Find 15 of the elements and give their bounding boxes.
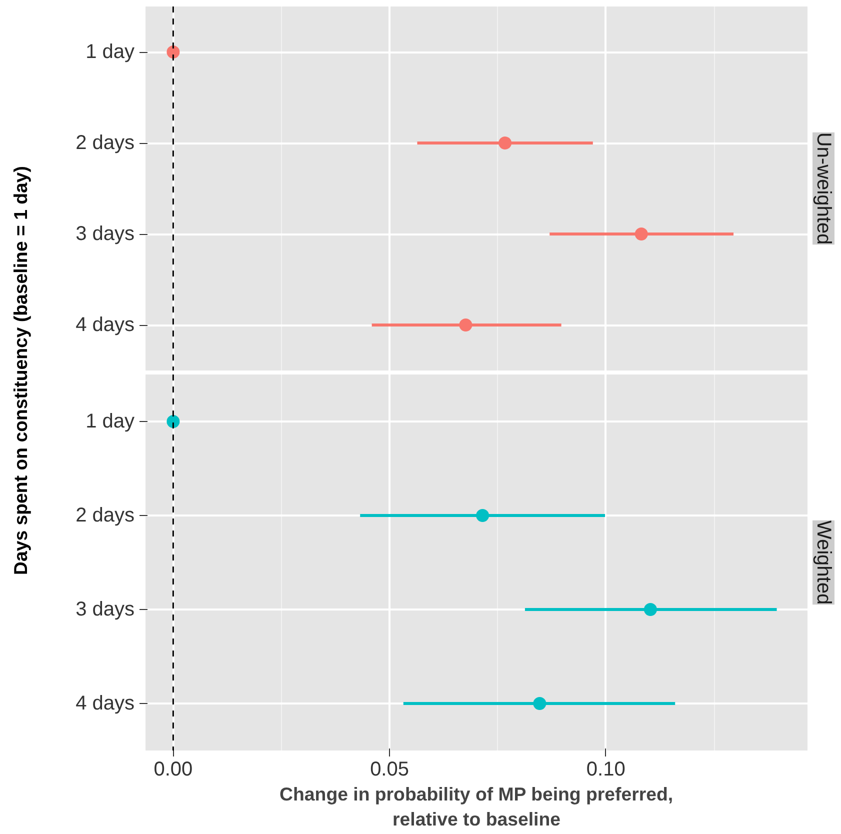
- x-tick-label: 0.00: [154, 758, 193, 780]
- text: Un-weighted: [812, 132, 834, 245]
- y-tick-label: 2 days: [76, 132, 135, 154]
- y-tick-label: 1 day: [86, 410, 135, 432]
- y-tick-label: 3 days: [76, 598, 135, 620]
- x-tick-label: 0.05: [370, 758, 410, 780]
- y-tick-label: 4 days: [76, 314, 135, 336]
- y-axis-title: Days spent on constituency (baseline = 1 day): [10, 166, 31, 576]
- y-tick-label: 2 days: [76, 504, 135, 526]
- x-axis-title: Change in probability of MP being preferred, relative to baseline: [280, 784, 674, 830]
- y-tick-label: 4 days: [76, 692, 135, 714]
- text: Weighted: [812, 520, 834, 605]
- y-tick-label: 1 day: [86, 41, 135, 63]
- y-tick-label: 3 days: [76, 223, 135, 245]
- x-tick-label: 0.10: [586, 758, 626, 780]
